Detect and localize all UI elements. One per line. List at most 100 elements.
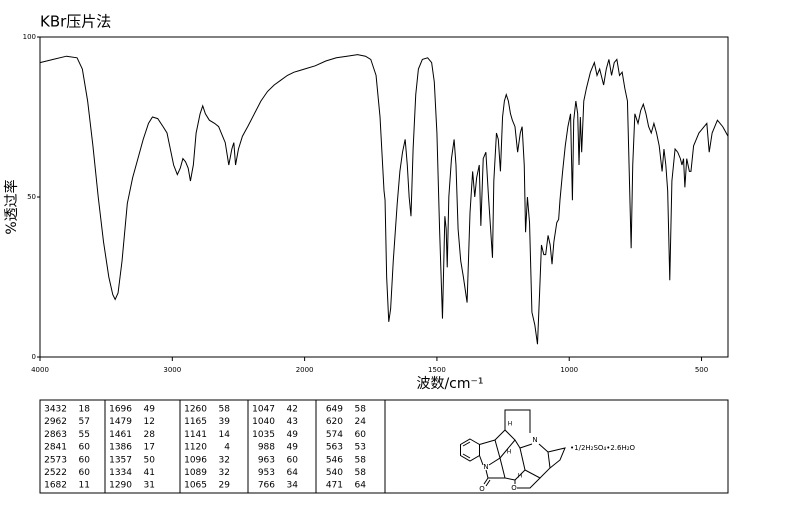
bond [462,441,471,447]
peak-transmittance: 58 [355,405,367,415]
peak-wavenumber: 2863 [44,430,67,440]
peak-transmittance: 43 [287,417,298,427]
peak-wavenumber: 546 [326,455,343,465]
atom-label: H [508,421,513,428]
peak-wavenumber: 1096 [184,455,207,465]
peak-transmittance: 60 [79,455,91,465]
peak-transmittance: 49 [287,430,299,440]
peak-transmittance: 49 [144,405,156,415]
peak-wavenumber: 1165 [184,417,207,427]
peak-transmittance: 31 [144,481,155,491]
peak-transmittance: 55 [79,430,90,440]
atom-label: N [483,463,488,471]
peak-wavenumber: 1461 [109,430,132,440]
x-tick-label: 500 [695,366,708,374]
bond [485,479,491,487]
peak-transmittance: 60 [79,443,91,453]
x-tick-label: 1000 [560,366,578,374]
peak-wavenumber: 1357 [109,455,132,465]
peak-transmittance: 11 [79,481,90,491]
peak-wavenumber: 1334 [109,468,132,478]
bond [462,453,471,459]
bond [483,477,489,485]
bond [485,469,505,479]
peak-transmittance: 42 [287,405,298,415]
peak-wavenumber: 1141 [184,430,207,440]
bond [514,439,533,449]
peak-transmittance: 24 [355,417,367,427]
peak-wavenumber: 563 [326,443,343,453]
bond [504,409,531,433]
peak-wavenumber: 3432 [44,405,67,415]
peak-wavenumber: 963 [258,455,275,465]
atom-label: O [511,484,517,492]
bond [519,443,551,479]
peak-wavenumber: 1260 [184,405,207,415]
peak-transmittance: 41 [144,468,155,478]
peak-transmittance: 32 [219,455,230,465]
peak-wavenumber: 2522 [44,468,67,478]
peak-transmittance: 58 [355,455,367,465]
peak-transmittance: 57 [79,417,90,427]
peak-transmittance: 53 [355,443,366,453]
peak-wavenumber: 1047 [252,405,275,415]
peak-transmittance: 58 [219,405,231,415]
bond [517,477,541,489]
peak-transmittance: 60 [287,455,299,465]
peak-wavenumber: 1040 [252,417,275,427]
peak-transmittance: 60 [355,430,367,440]
atom-label: O [479,485,485,493]
x-tick-label: 3000 [163,366,181,374]
peak-transmittance: 18 [79,405,91,415]
y-tick-label: 50 [27,193,36,201]
y-tick-label: 0 [32,353,36,361]
spectrum-line [39,54,729,345]
peak-wavenumber: 574 [326,430,343,440]
peak-wavenumber: 1035 [252,430,275,440]
peak-transmittance: 39 [219,417,231,427]
peak-transmittance: 28 [144,430,156,440]
peak-transmittance: 64 [287,468,299,478]
peak-wavenumber: 766 [258,481,275,491]
plot-frame [39,36,729,358]
peak-transmittance: 58 [355,468,367,478]
bond [499,457,516,481]
peak-wavenumber: 953 [258,468,275,478]
peak-wavenumber: 1386 [109,443,132,453]
peak-transmittance: 64 [355,481,367,491]
atom-label: H [518,473,523,480]
peak-transmittance: 60 [79,468,91,478]
peak-wavenumber: 540 [326,468,343,478]
peak-wavenumber: 2573 [44,455,67,465]
peak-transmittance: 17 [144,443,155,453]
peak-transmittance: 34 [287,481,299,491]
salt-label: •1/2H₂SO₄•2.6H₂O [570,444,636,452]
chart-title: KBr压片法 [40,13,111,31]
peak-wavenumber: 2962 [44,417,67,427]
atom-label: H [507,449,512,456]
peak-transmittance: 32 [219,468,230,478]
peak-wavenumber: 1120 [184,443,207,453]
peak-wavenumber: 1065 [184,481,207,491]
peak-transmittance: 49 [287,443,299,453]
peak-wavenumber: 1290 [109,481,132,491]
structure: N N O O H H H •1/2H₂SO₄•2.6H₂O [460,409,636,493]
x-tick-label: 2000 [296,366,314,374]
peak-wavenumber: 1089 [184,468,207,478]
x-axis-label: 波数/cm⁻¹ [416,376,483,392]
peak-transmittance: 50 [144,455,156,465]
peak-transmittance: 14 [219,430,231,440]
peak-wavenumber: 988 [258,443,275,453]
peak-wavenumber: 1696 [109,405,132,415]
x-tick-label: 1500 [428,366,446,374]
bond [547,447,566,469]
bond [479,455,484,466]
bond [494,429,516,459]
y-axis-label: %透过率 [3,179,20,234]
y-tick-label: 100 [23,33,36,41]
peak-wavenumber: 2841 [44,443,67,453]
peak-wavenumber: 1682 [44,481,67,491]
